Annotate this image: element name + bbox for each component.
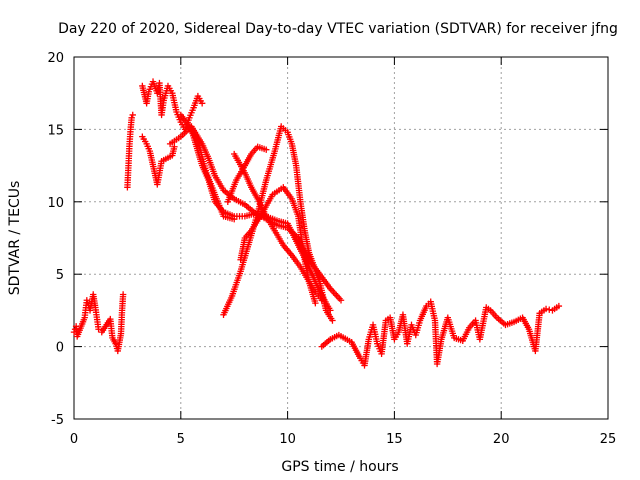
series-peak_cluster <box>139 78 206 133</box>
data-point-marker <box>542 305 550 313</box>
x-tick-label: 5 <box>177 432 185 447</box>
data-point-marker <box>546 306 553 313</box>
data-point-marker <box>329 317 336 324</box>
x-axis-label: GPS time / hours <box>281 459 398 475</box>
data-point-marker <box>263 146 270 153</box>
y-tick-label: 15 <box>47 123 64 138</box>
grid-lines <box>74 57 608 419</box>
data-point-marker <box>119 291 127 298</box>
x-tick-label: 0 <box>70 432 78 447</box>
data-point-marker <box>171 143 178 150</box>
y-tick-label: 0 <box>56 341 64 356</box>
data-point-marker <box>312 299 319 307</box>
chart-title: Day 220 of 2020, Sidereal Day-to-day VTE… <box>58 21 618 37</box>
series-rising_track_a <box>124 111 136 191</box>
x-tick-label: 10 <box>279 432 296 447</box>
series-lower_cross <box>237 184 319 307</box>
x-tick-label: 20 <box>493 432 510 447</box>
y-tick-label: 20 <box>47 51 64 66</box>
y-tick-label: -5 <box>51 413 64 428</box>
data-point-marker <box>555 302 563 310</box>
series-early_short_tracks <box>70 291 127 355</box>
series-late_cluster <box>318 298 563 369</box>
data-point-marker <box>318 297 325 304</box>
axis-ticks: 0 5 10 15 20 25 -5 0 5 10 15 20 <box>47 51 616 447</box>
x-tick-label: 25 <box>600 432 617 447</box>
y-tick-label: 10 <box>47 196 64 211</box>
data-point-marker <box>129 111 136 119</box>
data-point-marker <box>198 100 206 107</box>
data-points <box>70 78 563 369</box>
data-point-marker <box>337 297 345 304</box>
data-point-marker <box>128 114 135 122</box>
x-tick-label: 15 <box>386 432 403 447</box>
y-tick-label: 5 <box>56 268 64 283</box>
series-descending_track_3 <box>184 121 238 223</box>
data-point-marker <box>95 326 102 333</box>
series-upper_cross <box>224 143 270 205</box>
y-axis-label: SDTVAR / TECUs <box>7 181 23 296</box>
data-point-marker <box>231 215 238 223</box>
plot-frame <box>73 56 609 420</box>
series-side_fragments <box>139 133 178 188</box>
